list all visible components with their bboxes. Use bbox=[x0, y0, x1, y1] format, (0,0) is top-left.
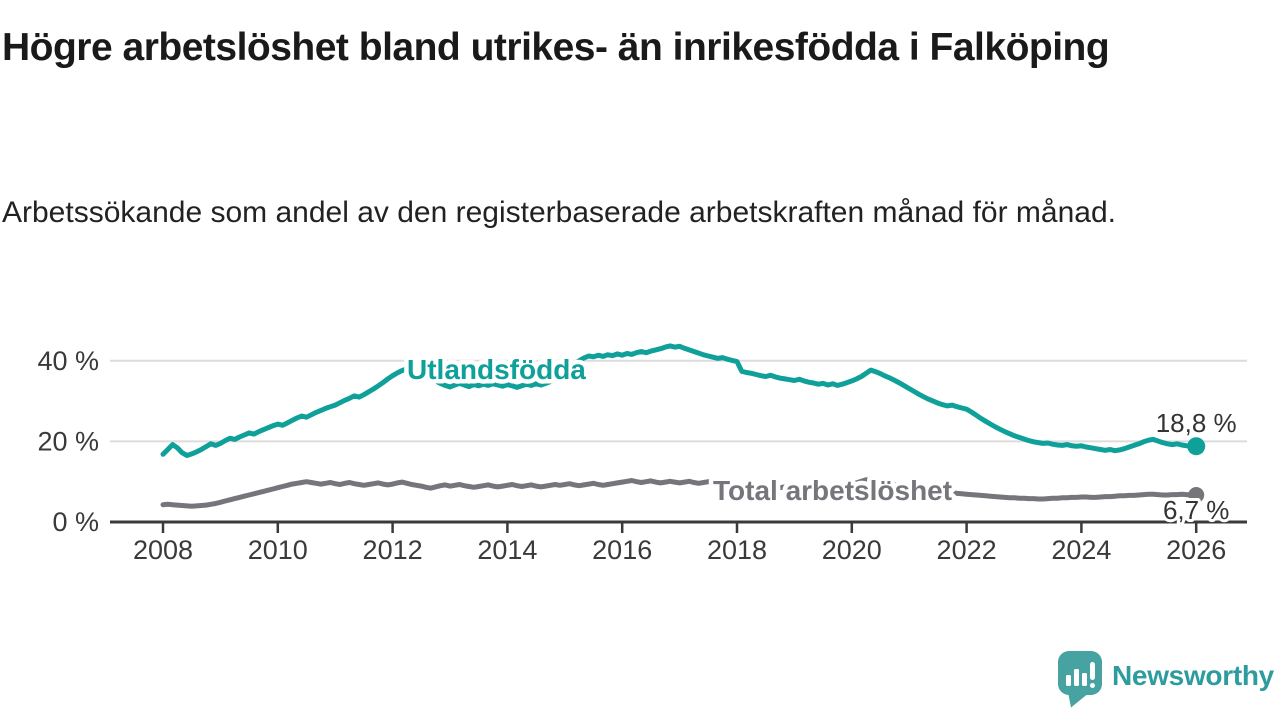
x-tick-label-2020: 2020 bbox=[822, 535, 882, 565]
series-line-utlandsf-dda bbox=[160, 343, 1199, 458]
series-line-total-arbetsl-shet bbox=[160, 477, 1199, 509]
series-label-utlandsf-dda: Utlandsfödda bbox=[407, 354, 586, 385]
end-value-label-total-arbetsl-shet: 6,7 % bbox=[1163, 495, 1230, 525]
end-value-label-utlandsf-dda: 18,8 % bbox=[1156, 408, 1237, 438]
x-tick-label-2018: 2018 bbox=[707, 535, 767, 565]
end-dot-total-arbetsl-shet bbox=[1188, 486, 1205, 503]
series-label-total-arbetsl-shet: Total arbetslöshet bbox=[713, 475, 952, 506]
end-dot-utlandsf-dda bbox=[1187, 437, 1206, 456]
x-tick-label-2008: 2008 bbox=[133, 535, 193, 565]
newsworthy-logo: Newsworthy bbox=[1058, 651, 1274, 708]
newsworthy-wordmark: Newsworthy bbox=[1112, 660, 1274, 691]
x-tick-label-2014: 2014 bbox=[477, 535, 537, 565]
x-tick-label-2024: 2024 bbox=[1051, 535, 1111, 565]
y-tick-label-20: 20 % bbox=[37, 426, 99, 456]
chart-subtitle: Arbetssökande som andel av den registerb… bbox=[2, 196, 1116, 229]
y-tick-label-40: 40 % bbox=[37, 346, 99, 376]
x-tick-label-2022: 2022 bbox=[937, 535, 997, 565]
x-tick-label-2026: 2026 bbox=[1166, 535, 1226, 565]
y-tick-label-0: 0 % bbox=[52, 507, 99, 537]
newsworthy-logo-icon bbox=[1058, 651, 1102, 708]
x-tick-label-2010: 2010 bbox=[248, 535, 308, 565]
x-tick-label-2012: 2012 bbox=[363, 535, 423, 565]
unemployment-line-chart: 2008 2010 2012 2014 2016 2018 2020 2022 2024 2026… bbox=[37, 343, 1247, 565]
x-tick-label-2016: 2016 bbox=[592, 535, 652, 565]
chart-title: Högre arbetslöshet bland utrikes- än inr… bbox=[2, 26, 1110, 69]
